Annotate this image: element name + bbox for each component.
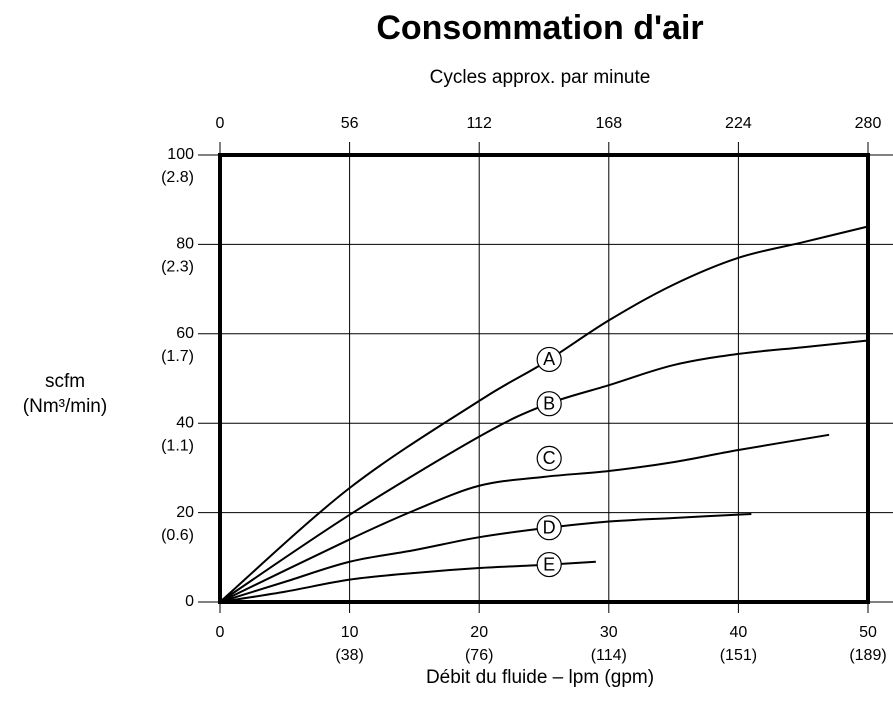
x-tick-label: 50 bbox=[859, 624, 877, 641]
x2-tick-label: 280 bbox=[855, 115, 882, 132]
chart-title: Consommation d'air bbox=[376, 9, 703, 47]
series-label-circle bbox=[536, 515, 562, 541]
y-tick-label: 40 bbox=[176, 414, 194, 431]
series-line bbox=[219, 225, 869, 603]
x2-tick-label: 112 bbox=[466, 115, 492, 132]
series-label: C bbox=[543, 448, 556, 468]
chart-subtitle: Cycles approx. par minute bbox=[430, 67, 651, 88]
series-line bbox=[219, 512, 752, 603]
x2-tick-label: 224 bbox=[725, 115, 752, 132]
series-line bbox=[219, 339, 869, 603]
x2-tick-label: 168 bbox=[595, 115, 622, 132]
x-axis-label: Débit du fluide – lpm (gpm) bbox=[426, 667, 654, 688]
y-tick-label: 20 bbox=[176, 504, 194, 521]
plot-frame bbox=[218, 153, 870, 604]
y-tick-secondary-label: (0.6) bbox=[161, 527, 194, 544]
y-tick-label: 80 bbox=[176, 236, 194, 253]
y-tick-secondary-label: (2.8) bbox=[161, 169, 194, 186]
y-axis-label: (Nm³/min) bbox=[23, 396, 107, 417]
x2-tick-label: 56 bbox=[341, 115, 359, 132]
series-label: B bbox=[543, 393, 555, 413]
x-tick-secondary-label: (189) bbox=[849, 647, 886, 664]
y-tick-label: 60 bbox=[176, 325, 194, 342]
y-tick-secondary-label: (2.3) bbox=[161, 259, 194, 276]
x-tick-secondary-label: (76) bbox=[465, 647, 493, 664]
x-tick-label: 10 bbox=[341, 624, 359, 641]
x-tick-label: 40 bbox=[730, 624, 748, 641]
x-tick-label: 20 bbox=[470, 624, 488, 641]
y-tick-label: 100 bbox=[167, 146, 194, 163]
series-label: D bbox=[543, 517, 556, 537]
series-label-circle bbox=[536, 346, 562, 373]
y-axis-label: scfm bbox=[45, 371, 85, 392]
y-tick-label: 0 bbox=[185, 593, 194, 610]
x-tick-label: 0 bbox=[216, 624, 225, 641]
x2-tick-label: 0 bbox=[216, 115, 225, 132]
x-tick-secondary-label: (151) bbox=[720, 647, 757, 664]
y-tick-secondary-label: (1.1) bbox=[161, 437, 194, 454]
series-label-circle bbox=[536, 391, 562, 417]
series-line bbox=[219, 433, 830, 603]
series-label-circle bbox=[536, 551, 562, 578]
x-tick-secondary-label: (38) bbox=[335, 647, 363, 664]
y-tick-secondary-label: (1.7) bbox=[161, 348, 194, 365]
series-label: E bbox=[543, 554, 555, 574]
x-tick-label: 30 bbox=[600, 624, 618, 641]
series-label-circle bbox=[536, 445, 562, 471]
x-tick-secondary-label: (114) bbox=[591, 647, 627, 664]
series-label: A bbox=[543, 349, 555, 369]
